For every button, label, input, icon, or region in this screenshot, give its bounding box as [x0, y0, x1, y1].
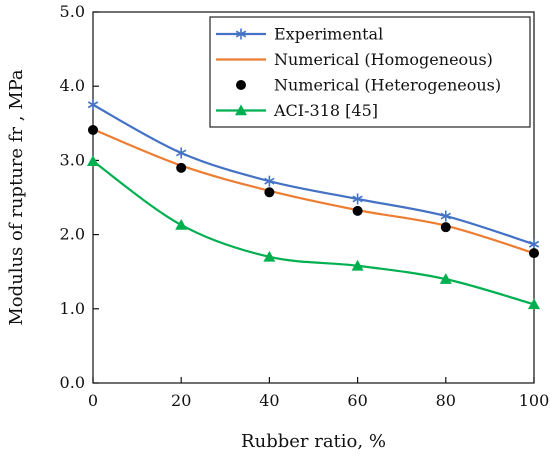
- experimental-point: [528, 238, 540, 250]
- aci-318-point: [351, 259, 364, 271]
- y-tick-label: 4.0: [60, 76, 85, 95]
- aci-318-point: [439, 273, 452, 284]
- aci-318-point: [175, 218, 188, 230]
- experimental-point: [87, 99, 99, 111]
- numerical-heterogeneous-point: [529, 248, 539, 259]
- series-layer: [87, 99, 540, 310]
- plot-frame: [92, 11, 535, 384]
- numerical-heterogeneous-point: [176, 162, 187, 173]
- legend-label-experimental: Experimental: [274, 25, 383, 44]
- x-axis-title: Rubber ratio, %: [241, 431, 386, 452]
- experimental-point: [264, 175, 275, 187]
- numerical-homogeneous-line: [92, 128, 535, 255]
- legend-label-numerical-heterogeneous: Numerical (Heterogeneous): [274, 76, 501, 95]
- axes-layer: 0.0 1.0 2.0 3.0 4.0 5.0 0 20 40 60 80 100 Rubber rat…: [6, 2, 549, 452]
- y-tick-label: 0.0: [60, 373, 85, 392]
- numerical-heterogeneous-point: [352, 205, 363, 216]
- y-tick-label: 3.0: [60, 150, 85, 169]
- y-tick-label: 5.0: [60, 2, 85, 21]
- numerical-heterogeneous-point: [440, 222, 451, 233]
- aci-318-line: [92, 160, 535, 306]
- legend-marker-numerical-heterogeneous: [236, 80, 246, 90]
- x-tick-label: 0: [88, 391, 98, 410]
- legend-label-aci-318: ACI-318 [45]: [273, 101, 378, 120]
- experimental-point: [440, 210, 451, 222]
- legend: Experimental Numerical (Homogeneous) Numer…: [209, 16, 531, 128]
- aci-318-point: [528, 298, 540, 310]
- aci-318-point: [87, 155, 99, 166]
- experimental-line: [92, 103, 535, 246]
- legend-label-numerical-homogeneous: Numerical (Homogeneous): [274, 50, 493, 69]
- y-axis-title: Modulus of rupture fr , MPa: [6, 69, 27, 326]
- x-tick-label: 80: [436, 391, 456, 410]
- legend-box: [209, 16, 531, 128]
- y-tick-label: 2.0: [60, 225, 85, 244]
- experimental-point: [176, 147, 187, 159]
- experimental-point: [352, 193, 363, 205]
- y-tick-label: 1.0: [60, 299, 85, 318]
- x-tick-label: 60: [347, 391, 367, 410]
- x-tick-label: 20: [171, 391, 191, 410]
- aci-318-point: [263, 250, 276, 262]
- numerical-heterogeneous-point: [264, 187, 275, 198]
- x-tick-label: 100: [519, 391, 550, 410]
- legend-marker-aci-318: [235, 104, 247, 116]
- legend-marker-experimental: [235, 28, 247, 40]
- numerical-heterogeneous-point: [88, 124, 98, 135]
- x-tick-label: 40: [259, 391, 279, 410]
